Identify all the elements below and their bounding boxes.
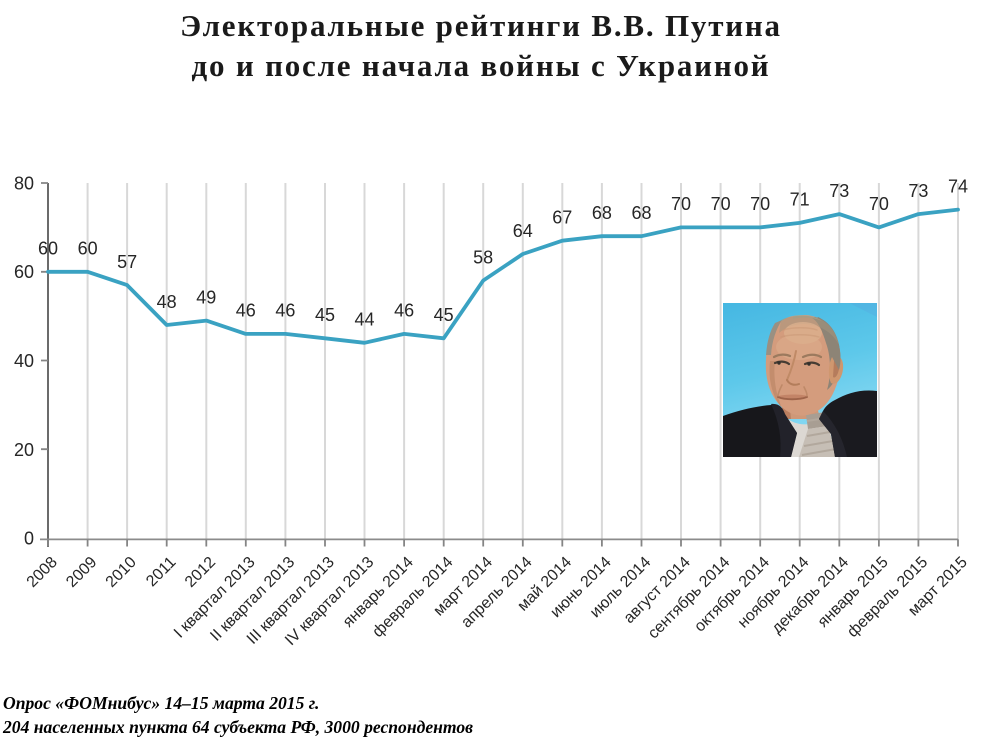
svg-text:70: 70 xyxy=(671,194,691,214)
svg-text:60: 60 xyxy=(78,239,98,259)
svg-text:2009: 2009 xyxy=(63,554,100,591)
svg-text:2008: 2008 xyxy=(24,554,61,591)
svg-text:49: 49 xyxy=(196,287,216,307)
svg-text:67: 67 xyxy=(552,208,572,228)
svg-text:2012: 2012 xyxy=(182,554,219,591)
svg-text:20: 20 xyxy=(14,440,34,460)
svg-text:68: 68 xyxy=(631,203,651,223)
svg-text:70: 70 xyxy=(869,194,889,214)
svg-text:60: 60 xyxy=(38,239,58,259)
svg-text:70: 70 xyxy=(750,194,770,214)
svg-text:0: 0 xyxy=(24,529,34,549)
svg-text:80: 80 xyxy=(14,174,34,194)
svg-text:64: 64 xyxy=(513,221,533,241)
svg-text:45: 45 xyxy=(434,305,454,325)
svg-text:2011: 2011 xyxy=(143,554,179,590)
svg-text:60: 60 xyxy=(14,262,34,282)
svg-text:48: 48 xyxy=(157,292,177,312)
svg-text:58: 58 xyxy=(473,247,493,267)
svg-text:70: 70 xyxy=(711,194,731,214)
svg-text:40: 40 xyxy=(14,351,34,371)
svg-text:68: 68 xyxy=(592,203,612,223)
svg-text:44: 44 xyxy=(354,310,374,330)
svg-text:46: 46 xyxy=(394,301,414,321)
svg-text:57: 57 xyxy=(117,252,137,272)
svg-text:74: 74 xyxy=(948,176,968,196)
svg-text:46: 46 xyxy=(275,301,295,321)
svg-text:71: 71 xyxy=(790,190,810,210)
svg-text:73: 73 xyxy=(829,181,849,201)
svg-text:2010: 2010 xyxy=(103,554,140,591)
svg-text:45: 45 xyxy=(315,305,335,325)
svg-text:73: 73 xyxy=(908,181,928,201)
svg-text:46: 46 xyxy=(236,301,256,321)
